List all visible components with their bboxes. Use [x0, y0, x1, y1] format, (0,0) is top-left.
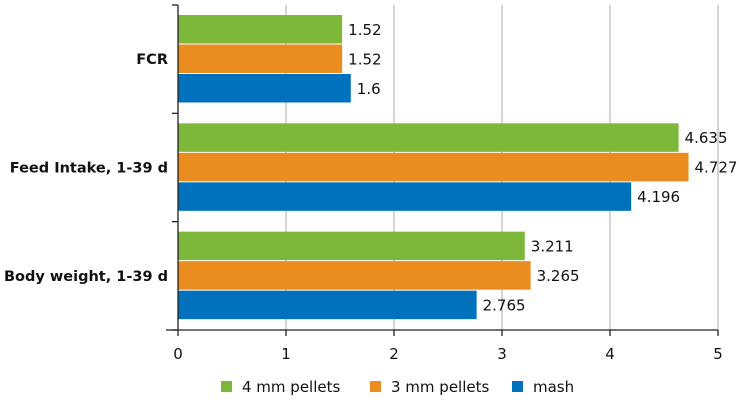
data-label: 4.635 — [685, 129, 728, 147]
bar-mash — [178, 182, 632, 211]
bar-mash — [178, 74, 351, 103]
category-label: Feed Intake, 1-39 d — [10, 161, 168, 177]
category-label: FCR — [136, 52, 168, 68]
legend-swatch — [370, 381, 381, 392]
bar-4-mm-pellets — [178, 123, 679, 152]
bar-4-mm-pellets — [178, 15, 343, 44]
bar-mash — [178, 290, 477, 320]
x-tick-label: 0 — [173, 345, 183, 363]
data-label: 1.52 — [348, 50, 381, 68]
x-tick-label: 4 — [605, 345, 615, 363]
data-label: 2.765 — [483, 296, 526, 314]
data-label: 1.52 — [348, 21, 381, 39]
bar-3-mm-pellets — [178, 44, 343, 73]
data-label: 4.727 — [695, 159, 738, 177]
bar-3-mm-pellets — [178, 152, 689, 182]
x-tick-label: 5 — [713, 345, 723, 363]
category-label: Body weight, 1-39 d — [4, 269, 168, 285]
x-tick-label: 2 — [389, 345, 399, 363]
bar-3-mm-pellets — [178, 261, 531, 290]
data-label: 4.196 — [637, 188, 680, 206]
data-label: 3.265 — [537, 267, 580, 285]
data-label: 3.211 — [531, 237, 574, 255]
legend-label: 4 mm pellets — [242, 378, 340, 396]
x-tick-label: 1 — [281, 345, 291, 363]
bar-4-mm-pellets — [178, 231, 525, 261]
legend-swatch — [221, 381, 232, 392]
legend-label: 3 mm pellets — [391, 378, 489, 396]
legend-swatch — [512, 381, 523, 392]
data-label: 1.6 — [357, 80, 381, 98]
legend-label: mash — [533, 378, 574, 396]
x-tick-label: 3 — [497, 345, 507, 363]
